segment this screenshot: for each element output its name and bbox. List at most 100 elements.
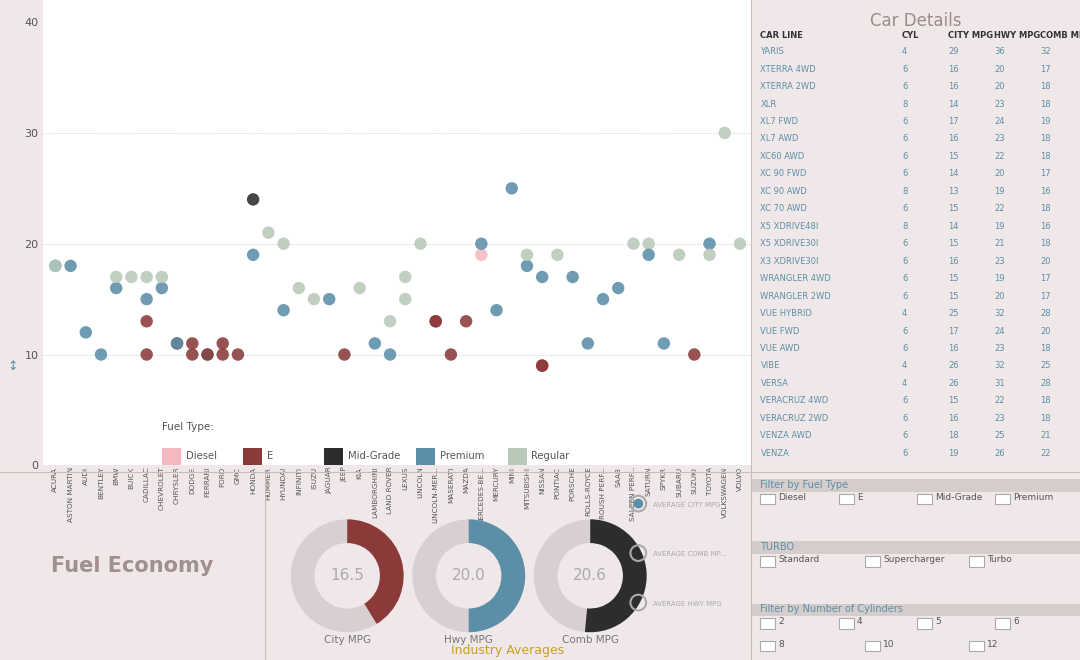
Point: [549, 249, 566, 260]
Text: 15: 15: [948, 152, 959, 161]
Text: 18: 18: [1040, 205, 1051, 213]
Text: Supercharger: Supercharger: [883, 555, 944, 564]
Point: [306, 294, 323, 304]
Text: 4: 4: [902, 362, 907, 370]
Text: 29: 29: [948, 48, 959, 56]
Text: 17: 17: [1040, 292, 1051, 301]
Point: [366, 338, 383, 348]
Text: XTERRA 2WD: XTERRA 2WD: [760, 82, 816, 91]
Text: Industry Averages: Industry Averages: [451, 644, 564, 657]
Point: [686, 349, 703, 360]
Point: [93, 349, 110, 360]
Point: [46, 261, 64, 271]
FancyBboxPatch shape: [995, 618, 1010, 628]
Text: 22: 22: [995, 205, 1004, 213]
Text: 36: 36: [995, 48, 1005, 56]
Text: Comb MPG: Comb MPG: [562, 636, 619, 645]
Text: 16: 16: [948, 257, 959, 266]
Text: 15: 15: [948, 397, 959, 405]
Point: [443, 349, 460, 360]
Point: [153, 282, 171, 293]
Text: 18: 18: [948, 432, 959, 440]
Wedge shape: [585, 519, 647, 632]
Text: 24: 24: [995, 327, 1004, 335]
Point: [275, 305, 293, 315]
Point: [640, 238, 658, 249]
Text: 13: 13: [948, 187, 959, 196]
Point: [214, 349, 231, 360]
Text: 25: 25: [995, 432, 1004, 440]
Text: 26: 26: [948, 379, 959, 388]
Text: 6: 6: [902, 432, 907, 440]
Text: 6: 6: [902, 274, 907, 283]
FancyBboxPatch shape: [865, 556, 879, 566]
Text: 19: 19: [1040, 117, 1051, 126]
Point: [77, 327, 94, 338]
Text: Filter by Number of Cylinders: Filter by Number of Cylinders: [760, 604, 903, 614]
Text: 19: 19: [995, 187, 1004, 196]
Point: [108, 272, 125, 282]
Text: 16: 16: [1040, 222, 1051, 231]
Point: [488, 305, 505, 315]
Text: VERACRUZ 4WD: VERACRUZ 4WD: [760, 397, 828, 405]
Text: 23: 23: [995, 100, 1005, 109]
Point: [244, 249, 261, 260]
Text: Diesel: Diesel: [186, 451, 217, 461]
FancyBboxPatch shape: [751, 603, 1080, 616]
Point: [138, 272, 156, 282]
Text: 23: 23: [995, 135, 1005, 143]
Text: 25: 25: [1040, 362, 1051, 370]
FancyBboxPatch shape: [839, 618, 853, 628]
Point: [594, 294, 611, 304]
Text: 4: 4: [902, 48, 907, 56]
Point: [518, 261, 536, 271]
FancyBboxPatch shape: [760, 641, 775, 651]
Point: [716, 127, 733, 138]
Text: 6: 6: [902, 135, 907, 143]
Point: [168, 338, 186, 348]
Point: [291, 282, 308, 293]
Text: Fuel Economy: Fuel Economy: [51, 556, 214, 576]
Text: 2: 2: [779, 617, 784, 626]
Text: 20: 20: [995, 82, 1004, 91]
Text: Standard: Standard: [779, 555, 820, 564]
Text: Mid-Grade: Mid-Grade: [935, 493, 983, 502]
Text: 20: 20: [995, 65, 1004, 74]
Text: 14: 14: [948, 100, 959, 109]
Text: 16: 16: [1040, 187, 1051, 196]
Point: [168, 338, 186, 348]
Text: 32: 32: [1040, 48, 1051, 56]
Text: 22: 22: [1040, 449, 1051, 458]
Wedge shape: [348, 519, 404, 624]
Point: [579, 338, 596, 348]
Text: 16.5: 16.5: [330, 568, 364, 583]
Text: 16: 16: [948, 65, 959, 74]
Text: 6: 6: [902, 117, 907, 126]
Text: 23: 23: [995, 344, 1005, 353]
Text: 6: 6: [902, 152, 907, 161]
Text: Mid-Grade: Mid-Grade: [348, 451, 400, 461]
Text: 20.0: 20.0: [451, 568, 486, 583]
Text: 21: 21: [1040, 432, 1051, 440]
Text: 6: 6: [902, 257, 907, 266]
Text: 22: 22: [995, 152, 1004, 161]
Text: 26: 26: [948, 362, 959, 370]
Text: Diesel: Diesel: [779, 493, 807, 502]
Text: 14: 14: [948, 222, 959, 231]
Text: X5 XDRIVE30I: X5 XDRIVE30I: [760, 240, 819, 248]
Text: 26: 26: [995, 449, 1005, 458]
Point: [701, 249, 718, 260]
Text: 17: 17: [948, 327, 959, 335]
Text: Turbo: Turbo: [987, 555, 1012, 564]
Text: 20: 20: [995, 170, 1004, 178]
Text: 10: 10: [883, 640, 894, 649]
Text: 23: 23: [995, 257, 1005, 266]
Point: [244, 194, 261, 205]
Text: 25: 25: [948, 309, 959, 318]
Text: 18: 18: [1040, 100, 1051, 109]
Text: 19: 19: [995, 222, 1004, 231]
Text: AVERAGE COMB MP...: AVERAGE COMB MP...: [653, 551, 727, 558]
Text: COMB MP: COMB MP: [1040, 30, 1080, 40]
Text: VUE FWD: VUE FWD: [760, 327, 800, 335]
Point: [381, 349, 399, 360]
